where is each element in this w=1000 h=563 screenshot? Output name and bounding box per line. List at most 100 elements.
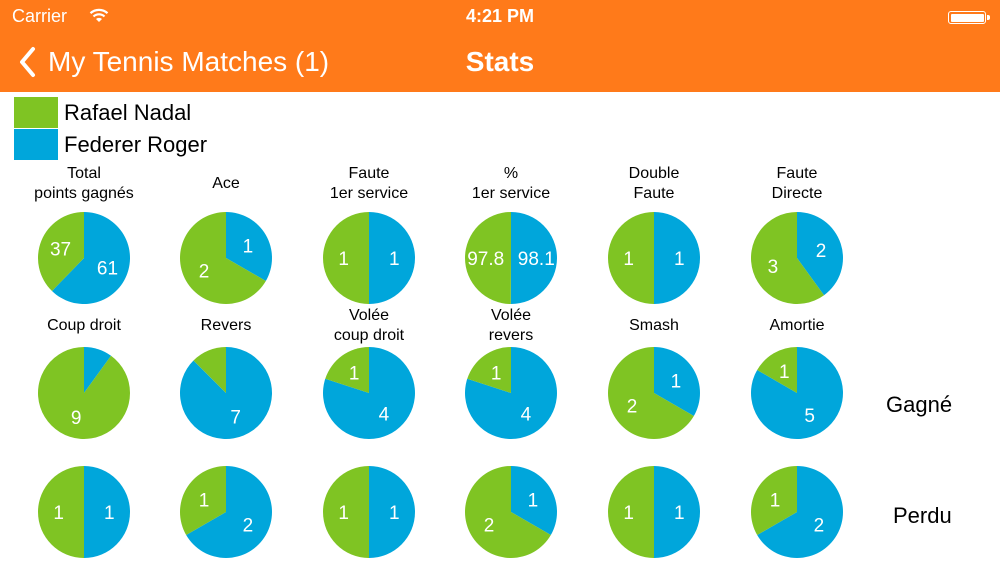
pie-slice-nadal — [464, 212, 511, 304]
stat-title: Faute Directe — [771, 165, 823, 202]
pie-chart: 41 — [465, 347, 557, 439]
pie-slice-nadal — [193, 347, 226, 393]
pie-slice-federer — [369, 212, 415, 304]
stat-title: % 1er service — [471, 165, 551, 202]
pie-chart: 51 — [751, 347, 843, 439]
pie-value-nadal: 1 — [53, 503, 64, 524]
pie-value-nadal: 37 — [50, 240, 71, 261]
stat-title: Volée coup droit — [333, 307, 405, 344]
pie-chart: 61 37 — [38, 212, 130, 304]
pie-value-nadal: 1 — [623, 249, 634, 270]
pie-slice-federer — [186, 466, 272, 558]
pie-chart: 21 — [180, 466, 272, 558]
pie-value-nadal: 9 — [71, 408, 82, 429]
stat-title: Revers — [200, 317, 252, 334]
pie-slice-nadal — [751, 212, 825, 304]
legend-item-nadal: Rafael Nadal — [14, 97, 191, 128]
pie-slice-nadal — [180, 212, 266, 304]
pie-chart: 9 — [38, 347, 131, 439]
pie-value-federer: 1 — [528, 490, 539, 511]
pie-slice-federer — [654, 466, 700, 558]
pie-value-federer: 1 — [243, 236, 254, 257]
wifi-icon — [89, 8, 109, 22]
pie-slice-nadal — [608, 466, 654, 558]
pie-slice-federer — [510, 212, 557, 304]
pie-chart: 98.1 97.8 — [464, 212, 557, 304]
pie-slice-federer — [84, 466, 130, 558]
pie-slice-federer — [797, 212, 843, 296]
pie-slice-nadal — [180, 466, 226, 535]
pie-value-nadal: 1 — [338, 503, 349, 524]
legend-label-nadal: Rafael Nadal — [64, 99, 192, 125]
pie-slice-federer — [51, 212, 130, 304]
pie-chart: 23 — [751, 212, 843, 304]
pie-value-nadal: 1 — [770, 490, 781, 511]
pie-slice-federer — [654, 212, 700, 304]
page-title: Stats — [465, 46, 535, 77]
pie-slice-nadal — [467, 347, 511, 393]
stat-title: Coup droit — [47, 317, 121, 334]
pie-chart: 12 — [465, 466, 557, 558]
stat-title: Smash — [629, 317, 679, 334]
pie-slice-federer — [654, 347, 700, 416]
pie-value-nadal: 2 — [199, 262, 210, 283]
legend-item-federer: Federer Roger — [14, 129, 207, 160]
navigation-bar: Carrier 4:21 PM My Tennis Matches (1) St… — [0, 0, 1000, 92]
legend-swatch-nadal — [14, 97, 58, 128]
pie-chart: 11 — [608, 466, 700, 558]
pie-chart: 11 — [608, 212, 700, 304]
pie-value-federer: 2 — [243, 516, 254, 537]
pie-chart: 7 — [180, 347, 272, 439]
pie-slice-nadal — [38, 212, 84, 292]
pie-value-nadal: 1 — [623, 503, 634, 524]
pie-slice-nadal — [323, 212, 369, 304]
pie-slice-nadal — [38, 347, 131, 439]
stat-title: Faute 1er service — [329, 165, 409, 202]
pie-value-nadal: 97.8 — [467, 249, 504, 270]
pie-value-federer: 2 — [814, 516, 825, 537]
pie-slice-nadal — [608, 212, 654, 304]
pie-slice-federer — [84, 347, 112, 393]
row-label-won: Gagné — [886, 392, 953, 417]
pie-value-federer: 1 — [104, 503, 115, 524]
pie-slice-nadal — [323, 466, 369, 558]
battery-icon — [948, 11, 990, 24]
back-button[interactable]: My Tennis Matches (1) — [18, 42, 329, 82]
pie-value-federer: 2 — [816, 241, 827, 262]
pie-slice-nadal — [465, 466, 551, 558]
pie-chart: 12 — [180, 212, 272, 304]
pie-slice-federer — [226, 212, 272, 281]
pie-value-nadal: 3 — [768, 257, 779, 278]
stat-title: Double Faute — [628, 165, 680, 202]
pie-chart: 11 — [38, 466, 130, 558]
pie-value-federer: 5 — [804, 406, 815, 427]
row-label-lost: Perdu — [893, 503, 952, 528]
stat-title: Volée revers — [488, 307, 534, 344]
pie-value-federer: 1 — [671, 371, 682, 392]
carrier-label: Carrier — [12, 6, 68, 26]
pie-value-federer: 7 — [230, 407, 241, 428]
pie-value-nadal: 2 — [627, 397, 638, 418]
stat-title: Ace — [212, 175, 240, 192]
pie-value-federer: 1 — [389, 249, 400, 270]
legend-swatch-federer — [14, 129, 58, 160]
pie-value-nadal: 1 — [349, 364, 360, 385]
pie-slice-federer — [511, 466, 557, 535]
pie-chart: 12 — [608, 347, 700, 439]
pie-value-federer: 1 — [674, 249, 685, 270]
pie-value-federer: 98.1 — [518, 249, 555, 270]
pie-chart: 21 — [751, 466, 843, 558]
pie-slice-nadal — [608, 347, 694, 439]
pie-value-nadal: 1 — [199, 490, 210, 511]
pie-value-federer: 4 — [379, 404, 390, 425]
pie-slice-nadal — [751, 466, 797, 535]
pie-value-nadal: 2 — [484, 516, 495, 537]
pie-slice-nadal — [38, 466, 84, 558]
back-button-label: My Tennis Matches (1) — [48, 46, 330, 77]
pie-value-federer: 1 — [389, 503, 400, 524]
pie-slice-nadal — [757, 347, 797, 393]
pie-value-federer: 61 — [97, 258, 118, 279]
pie-value-nadal: 1 — [338, 249, 349, 270]
pie-value-federer: 4 — [521, 404, 532, 425]
